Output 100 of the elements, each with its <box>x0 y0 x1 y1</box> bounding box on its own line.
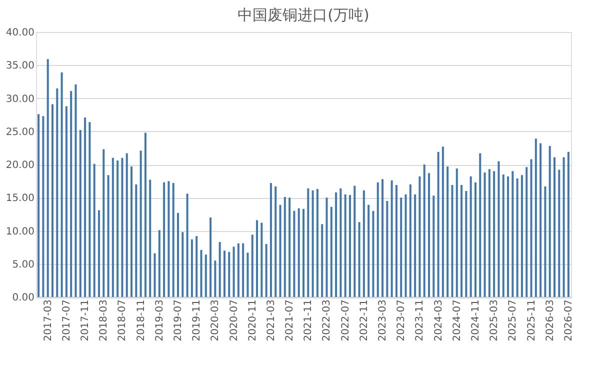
bar <box>88 122 91 297</box>
x-tick-label: 2017-03 <box>42 300 54 342</box>
bar <box>163 182 166 297</box>
bar <box>354 186 356 297</box>
bar <box>404 194 407 297</box>
bar <box>218 242 221 297</box>
y-tick-label: 40.00 <box>6 28 34 38</box>
x-tick-label: 2024-03 <box>433 300 444 342</box>
bar <box>502 174 504 297</box>
bar <box>312 190 314 297</box>
x-tick-label: 2024-11 <box>470 300 482 342</box>
x-tick-label: 2017-07 <box>61 300 72 342</box>
y-tick-label: 0.00 <box>12 292 34 304</box>
bar <box>442 146 444 297</box>
x-tick-label: 2025-11 <box>526 300 538 342</box>
x-tick-label: 2023-03 <box>378 300 389 342</box>
bar <box>256 220 258 297</box>
x-tick-label: 2026-03 <box>544 300 556 342</box>
bar <box>204 254 207 297</box>
bar <box>130 166 133 297</box>
bar <box>107 175 110 297</box>
bar <box>321 224 324 297</box>
x-tick-label: 2025-03 <box>489 300 500 342</box>
bar <box>38 114 40 297</box>
bar <box>479 153 482 297</box>
bar <box>493 171 496 297</box>
bar <box>554 157 556 297</box>
bar <box>140 150 142 297</box>
bar <box>158 230 160 297</box>
y-tick-label: 30.00 <box>6 94 34 105</box>
x-tick-label: 2019-07 <box>173 300 184 342</box>
bar <box>186 194 188 297</box>
bar <box>42 116 44 297</box>
chart-title: 中国废铜进口(万吨) <box>238 6 370 24</box>
bar <box>182 232 184 297</box>
bar <box>437 152 440 297</box>
bar <box>237 243 240 297</box>
bar <box>484 172 486 297</box>
bar <box>298 208 300 297</box>
bar <box>154 253 156 297</box>
bar <box>344 194 346 297</box>
bar <box>223 250 226 297</box>
bar <box>395 185 398 297</box>
bar <box>451 185 454 297</box>
x-tick-label: 2023-11 <box>414 300 426 342</box>
bar <box>52 104 54 297</box>
bar <box>548 146 551 297</box>
bar <box>567 152 570 297</box>
bar <box>177 212 179 297</box>
bar <box>84 117 86 297</box>
bar <box>544 186 546 297</box>
bar <box>382 179 384 297</box>
bar <box>446 166 449 297</box>
bar <box>302 208 304 297</box>
bar <box>46 59 49 297</box>
x-tick-label: 2018-03 <box>98 300 110 342</box>
bar <box>232 246 235 297</box>
bar <box>562 157 565 297</box>
x-tick-label: 2020-03 <box>210 300 222 342</box>
x-tick-label: 2019-11 <box>192 300 203 342</box>
bar <box>520 175 523 297</box>
bar <box>507 176 510 297</box>
bar <box>368 204 370 297</box>
bar <box>79 130 82 297</box>
x-tick-label: 2023-07 <box>396 300 408 342</box>
x-tick-label: 2022-07 <box>340 300 352 342</box>
bar <box>340 188 342 297</box>
bar <box>190 239 193 297</box>
x-tick-label: 2022-11 <box>358 300 370 342</box>
bar <box>372 210 374 297</box>
x-tick-label: 2020-11 <box>247 300 258 342</box>
bar <box>474 182 476 297</box>
bar <box>70 90 72 297</box>
y-tick-label: 5.00 <box>12 259 34 270</box>
y-tick-label: 15.00 <box>6 193 34 204</box>
bar <box>414 194 416 297</box>
bar <box>60 72 63 297</box>
bar <box>116 160 119 297</box>
bar <box>470 176 472 297</box>
bar <box>144 132 146 297</box>
bar <box>526 167 528 297</box>
bar <box>98 210 100 297</box>
bar <box>400 198 402 297</box>
bar <box>460 185 463 297</box>
bar <box>390 180 393 297</box>
bar <box>260 222 263 297</box>
x-tick-label: 2020-07 <box>228 300 240 342</box>
bar <box>558 170 560 297</box>
bar <box>540 143 542 297</box>
bar <box>423 164 426 297</box>
bar <box>251 234 254 297</box>
bar <box>288 198 291 297</box>
x-tick-label: 2021-11 <box>303 300 314 342</box>
x-tick-label: 2022-03 <box>322 300 333 342</box>
bar <box>316 189 318 297</box>
bar <box>293 210 296 297</box>
y-tick-label: 35.00 <box>6 60 34 72</box>
bar <box>93 164 96 297</box>
bar <box>242 243 244 297</box>
bar <box>456 168 458 297</box>
